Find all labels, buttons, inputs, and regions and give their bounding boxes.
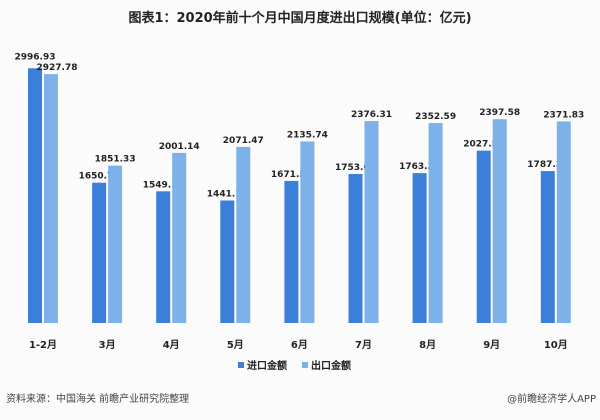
bar-import-1-2月 bbox=[28, 68, 42, 323]
x-tick-label: 1-2月 bbox=[29, 339, 57, 351]
bar-export-3月 bbox=[108, 165, 123, 323]
legend-label-import: 进口金额 bbox=[247, 359, 287, 372]
bar-import-6月 bbox=[284, 180, 299, 323]
bar-export-8月 bbox=[428, 123, 443, 323]
bar-export-6月 bbox=[300, 141, 315, 323]
data-label: 1549.12 bbox=[143, 180, 184, 190]
bar-export-4月 bbox=[172, 152, 187, 323]
data-label: 2352.59 bbox=[415, 112, 456, 122]
data-label: 2135.74 bbox=[287, 130, 328, 140]
data-label: 2001.14 bbox=[159, 142, 200, 152]
data-label: 2397.58 bbox=[479, 108, 520, 118]
data-label: 1671.53 bbox=[271, 170, 312, 180]
chart-title: 图表1：2020年前十个月中国月度进出口规模(单位：亿元) bbox=[128, 10, 471, 26]
bar-import-7月 bbox=[348, 173, 363, 323]
legend-swatch-export bbox=[302, 362, 308, 368]
data-label: 1851.33 bbox=[95, 155, 136, 165]
bar-export-9月 bbox=[492, 119, 507, 323]
bar-import-9月 bbox=[476, 150, 491, 323]
data-label: 2371.83 bbox=[543, 110, 584, 120]
data-label: 1753.02 bbox=[335, 163, 376, 173]
legend: 进口金额 出口金额 bbox=[238, 359, 351, 372]
data-label: 2927.78 bbox=[37, 63, 78, 73]
x-tick-label: 3月 bbox=[99, 339, 116, 351]
bar-export-5月 bbox=[236, 146, 251, 323]
bar-import-3月 bbox=[92, 182, 107, 323]
data-label: 2027.59 bbox=[463, 140, 504, 150]
x-tick-label: 8月 bbox=[419, 339, 436, 351]
legend-swatch-import bbox=[238, 362, 244, 368]
data-label: 1650.74 bbox=[79, 172, 120, 182]
bar-import-5月 bbox=[220, 200, 235, 323]
data-label: 1763.34 bbox=[399, 162, 440, 172]
x-tick-label: 5月 bbox=[227, 339, 244, 351]
data-label: 2071.47 bbox=[223, 136, 264, 146]
credit: @前瞻经济学人APP bbox=[507, 392, 596, 405]
source-note: 资料来源：中国海关 前瞻产业研究院整理 bbox=[6, 392, 189, 405]
bar-import-4月 bbox=[156, 191, 171, 323]
data-label: 2996.93 bbox=[15, 52, 56, 62]
data-label: 2376.31 bbox=[351, 110, 392, 120]
bar-export-7月 bbox=[364, 121, 379, 324]
x-tick-label: 6月 bbox=[291, 339, 308, 351]
bar-export-1-2月 bbox=[44, 74, 58, 323]
bar-import-8月 bbox=[412, 173, 427, 323]
data-label: 1787.39 bbox=[527, 160, 568, 170]
data-label: 1441.15 bbox=[207, 190, 248, 200]
x-tick-label: 4月 bbox=[163, 339, 180, 351]
x-tick-label: 7月 bbox=[355, 339, 372, 351]
x-tick-label: 10月 bbox=[544, 339, 568, 351]
bar-import-10月 bbox=[540, 171, 555, 323]
bar-export-10月 bbox=[556, 121, 571, 324]
x-tick-label: 9月 bbox=[483, 339, 500, 351]
legend-label-export: 出口金额 bbox=[311, 359, 351, 372]
